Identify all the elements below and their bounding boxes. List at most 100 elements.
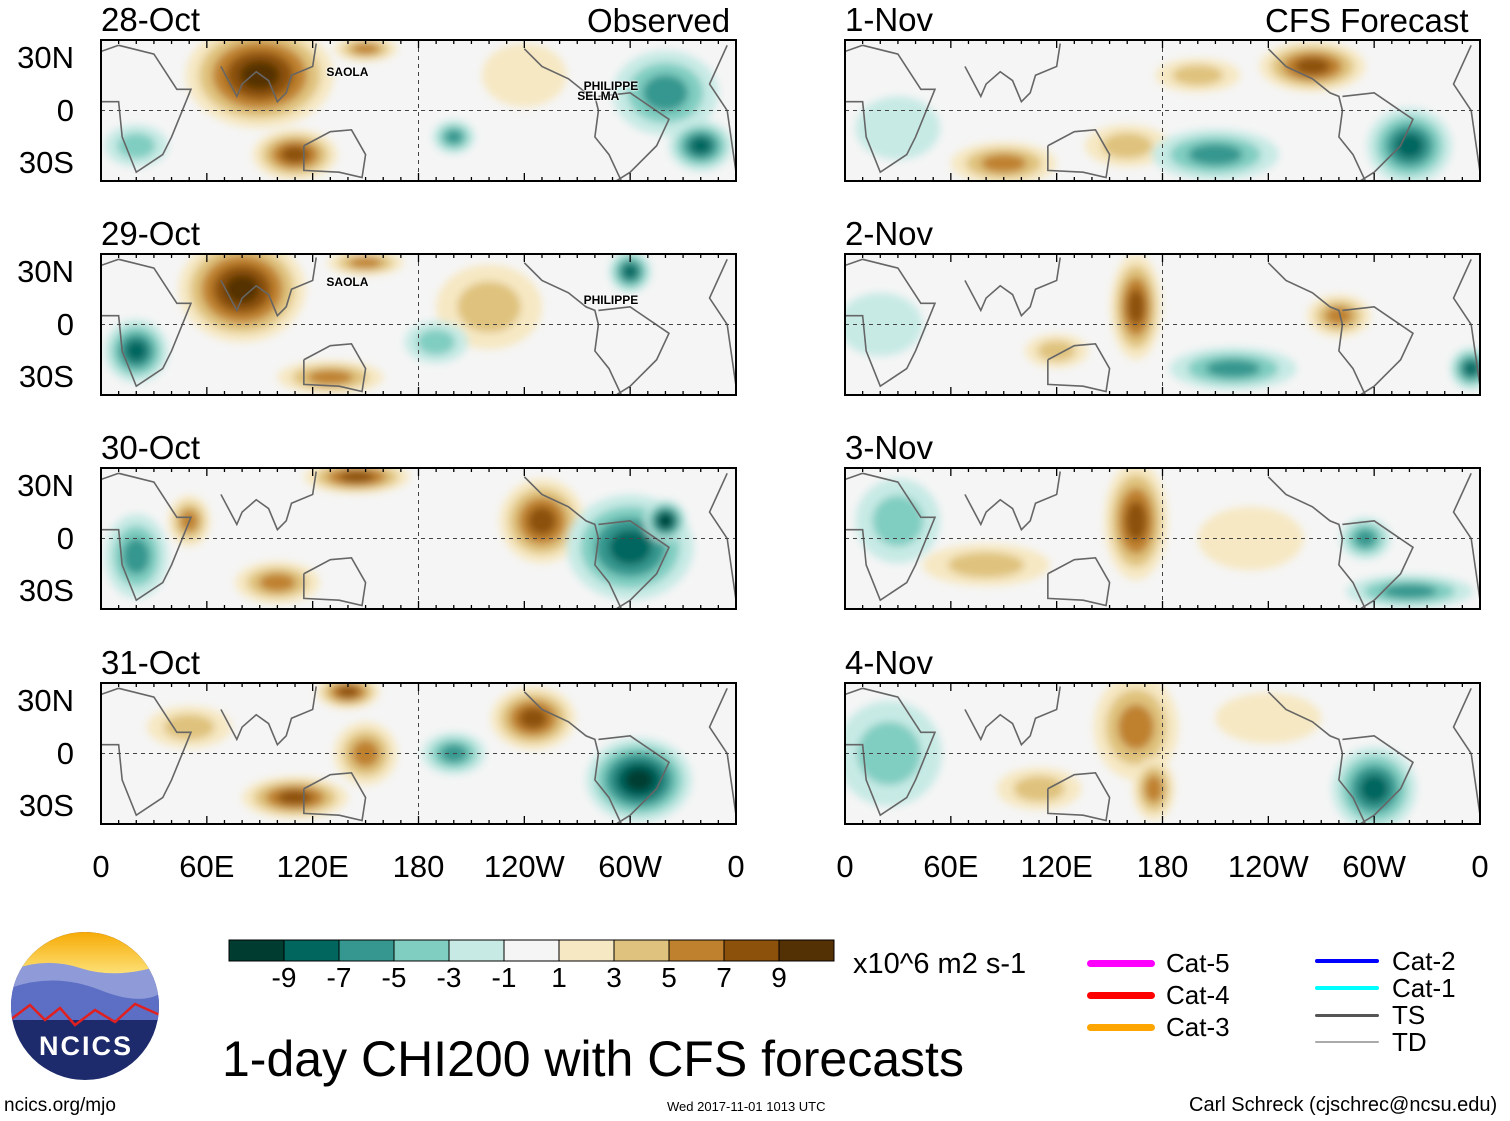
- colorbar-swatch: [778, 939, 835, 962]
- coastlines: [101, 471, 736, 609]
- legend-label: Cat-1: [1392, 973, 1456, 1003]
- storm-label: SELMA: [577, 88, 620, 103]
- longitude-label: 180: [1136, 849, 1189, 884]
- colorbar-tick-label: -7: [326, 962, 352, 993]
- anomaly-contour: [1125, 501, 1147, 541]
- latitude-label: 0: [56, 307, 74, 342]
- anomaly-contour: [981, 154, 1027, 173]
- panel-date-label: 28-Oct: [101, 1, 201, 38]
- colorbar-tick-label: 9: [771, 962, 787, 993]
- legend-label: TS: [1392, 1000, 1426, 1030]
- panel-date-label: 2-Nov: [845, 215, 934, 252]
- colorbar-tick-label: -9: [271, 962, 297, 993]
- storm-label: PHILIPPE: [583, 79, 639, 94]
- legend-label: Cat-4: [1166, 980, 1230, 1010]
- anomaly-contour: [1117, 704, 1155, 750]
- coastlines: [845, 257, 1480, 395]
- longitude-label: 0: [727, 849, 745, 884]
- map-panel-29-Oct: [100, 253, 737, 396]
- anomaly-contour: [624, 768, 654, 792]
- map-panel-3-Nov: [844, 467, 1481, 610]
- anomaly-contour: [339, 471, 375, 483]
- anomaly-contour: [1215, 692, 1322, 744]
- legend-label: Cat-3: [1166, 1012, 1230, 1042]
- longitude-label: 180: [392, 849, 445, 884]
- longitude-label: 120W: [1227, 849, 1309, 884]
- anomaly-contour: [351, 43, 380, 55]
- anomaly-contour: [1037, 340, 1076, 362]
- website-link[interactable]: ncics.org/mjo: [4, 1095, 116, 1116]
- latitude-label: 30N: [17, 254, 74, 289]
- anomaly-contour: [1325, 306, 1353, 325]
- map-panel-4-Nov: [844, 682, 1481, 825]
- anomaly-contour: [117, 133, 156, 159]
- colorbar-tick-label: 3: [606, 962, 622, 993]
- anomaly-contour: [1294, 57, 1331, 75]
- anomaly-contour: [163, 714, 215, 740]
- anomaly-contour: [1382, 584, 1437, 599]
- anomaly-contour: [690, 137, 712, 155]
- coastlines: [101, 257, 736, 395]
- map-panel-30-Oct: [100, 467, 737, 610]
- credit: Carl Schreck (cjschrec@ncsu.edu): [1189, 1094, 1498, 1116]
- legend-line-cat-2: [1315, 959, 1379, 963]
- latitude-label: 0: [56, 93, 74, 128]
- longitude-label: 0: [92, 849, 110, 884]
- anomaly-contour: [623, 264, 638, 279]
- map-panel-28-Oct: [100, 39, 737, 182]
- anomaly-contour: [457, 281, 521, 333]
- latitude-label: 30S: [18, 573, 74, 608]
- anomaly-contour: [224, 274, 260, 304]
- longitude-label: 60E: [923, 849, 979, 884]
- panel-date-label: 31-Oct: [101, 644, 201, 681]
- latitude-label: 30S: [18, 145, 74, 180]
- coastlines: [845, 471, 1480, 609]
- anomaly-contour: [444, 129, 463, 145]
- coastlines: [101, 43, 736, 181]
- colorbar-tick-label: 1: [551, 962, 567, 993]
- anomaly-contour: [527, 506, 557, 535]
- anomaly-contour: [1360, 774, 1389, 803]
- units-label: x10^6 m2 s-1: [853, 948, 1027, 980]
- anomaly-contour: [122, 537, 150, 575]
- panel-date-label: 29-Oct: [101, 215, 201, 252]
- anomaly-contour: [307, 370, 353, 385]
- legend-line-ts: [1315, 1013, 1379, 1017]
- latitude-label: 30S: [18, 788, 74, 823]
- longitude-label: 0: [1471, 849, 1489, 884]
- longitude-label: 60E: [179, 849, 235, 884]
- logo-text: NCICS: [39, 1031, 133, 1061]
- anomaly-contour: [857, 721, 921, 786]
- anomaly-contour: [1172, 65, 1224, 86]
- latitude-label: 30N: [17, 468, 74, 503]
- storm-label: SAOLA: [326, 65, 369, 80]
- forecast-column-title: CFS Forecast: [1265, 2, 1469, 39]
- legend-line-cat-5: [1087, 959, 1155, 967]
- figure-title: 1-day CHI200 with CFS forecasts: [222, 1031, 964, 1087]
- anomaly-contour: [1013, 776, 1065, 802]
- longitude-label: 60W: [598, 849, 663, 884]
- panel-date-label: 3-Nov: [845, 429, 934, 466]
- latitude-label: 0: [56, 521, 74, 556]
- anomaly-contour: [349, 257, 382, 269]
- anomaly-contour: [1395, 133, 1424, 159]
- latitude-label: 30S: [18, 359, 74, 394]
- colorbar-tick-label: 5: [661, 962, 677, 993]
- anomaly-contour: [659, 515, 672, 527]
- anomaly-contour: [1197, 506, 1304, 571]
- anomaly-contour: [259, 573, 296, 592]
- legend-label: Cat-5: [1166, 948, 1230, 978]
- anomaly-contour: [855, 96, 941, 160]
- colorbar-tick-label: -5: [381, 962, 407, 993]
- panel-date-label: 1-Nov: [845, 1, 934, 38]
- legend-line-cat-4: [1087, 991, 1155, 999]
- timestamp: Wed 2017-11-01 1013 UTC: [667, 1099, 826, 1114]
- anomaly-contour: [1144, 775, 1163, 803]
- colorbar-tick-label: -1: [491, 962, 517, 993]
- longitude-label: 120E: [1020, 849, 1093, 884]
- anomaly-contour: [280, 146, 310, 164]
- coastlines: [101, 686, 736, 824]
